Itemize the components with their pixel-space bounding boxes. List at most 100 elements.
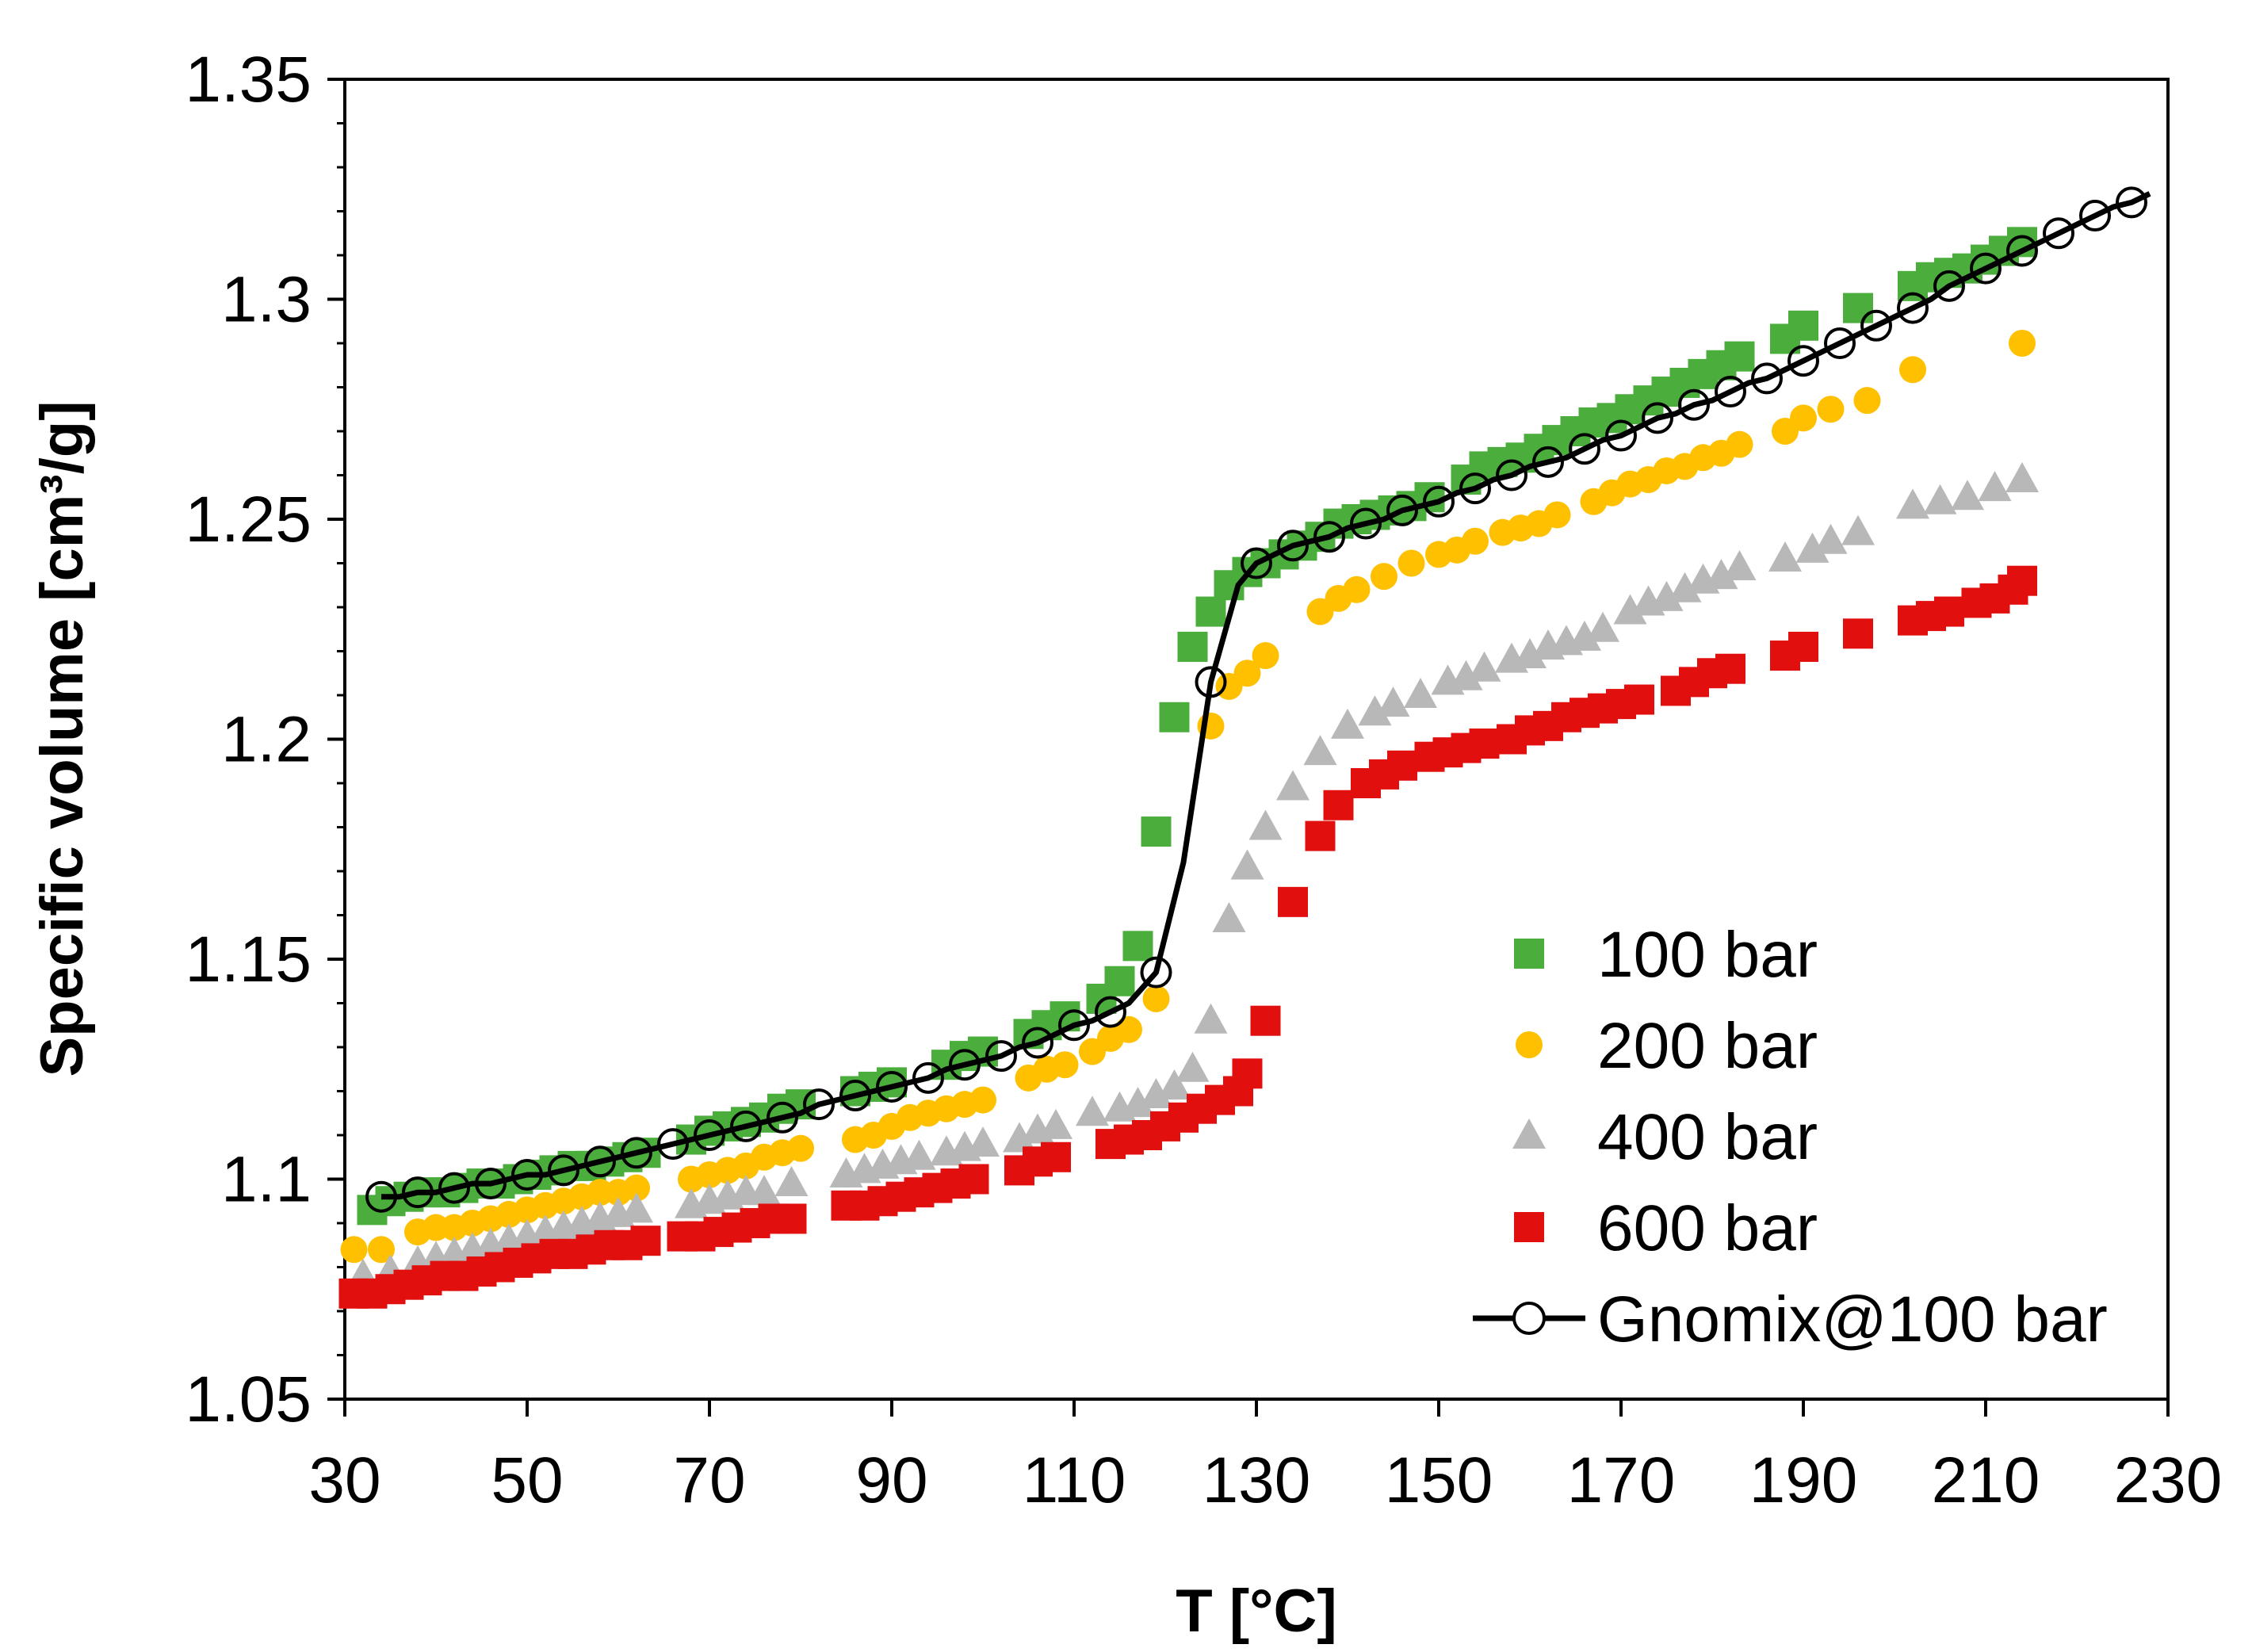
data-point bbox=[1277, 530, 1309, 562]
data-point bbox=[1350, 507, 1382, 540]
data-point bbox=[1305, 820, 1336, 851]
x-tick-label: 30 bbox=[308, 1444, 380, 1516]
data-point bbox=[958, 1164, 989, 1195]
data-point bbox=[985, 1040, 1017, 1073]
data-point bbox=[902, 1139, 936, 1170]
data-point bbox=[1104, 966, 1135, 996]
data-point bbox=[1970, 252, 2002, 285]
data-point bbox=[1704, 559, 1738, 590]
data-point bbox=[1724, 341, 1755, 372]
data-point bbox=[730, 1110, 762, 1142]
data-point bbox=[1459, 472, 1491, 505]
legend-label: 100 bar bbox=[1597, 919, 1818, 991]
data-point bbox=[1212, 902, 1246, 933]
data-point bbox=[1824, 327, 1856, 359]
x-tick-label: 210 bbox=[1932, 1444, 2040, 1516]
data-point bbox=[1076, 1096, 1109, 1126]
data-point bbox=[1795, 532, 1830, 563]
data-point bbox=[1923, 484, 1957, 514]
series-layer bbox=[338, 186, 2151, 1309]
data-point bbox=[1250, 1005, 1281, 1036]
series-line bbox=[381, 191, 2151, 1200]
data-point bbox=[1248, 809, 1283, 840]
data-point bbox=[1543, 501, 1571, 529]
data-point bbox=[1051, 1051, 1079, 1079]
data-point bbox=[1039, 1108, 1072, 1139]
data-point bbox=[1624, 684, 1654, 715]
legend-item: 200 bar bbox=[1516, 1010, 1818, 1082]
data-point bbox=[1568, 620, 1601, 651]
data-point bbox=[1058, 1009, 1090, 1042]
data-point bbox=[1843, 293, 1873, 323]
y-tick-label: 1.35 bbox=[185, 44, 312, 116]
data-point bbox=[1668, 572, 1702, 602]
data-point bbox=[368, 1236, 395, 1264]
data-point bbox=[949, 1049, 981, 1081]
legend-marker bbox=[1514, 939, 1544, 969]
legend-label: Gnomix@100 bar bbox=[1597, 1283, 2108, 1356]
data-point bbox=[1276, 770, 1310, 801]
data-point bbox=[1139, 1078, 1173, 1109]
data-point bbox=[1790, 404, 1817, 432]
x-tick-label: 70 bbox=[673, 1444, 745, 1516]
data-point bbox=[1853, 387, 1881, 415]
data-point bbox=[1896, 488, 1929, 519]
legend-label: 600 bar bbox=[1597, 1192, 1818, 1264]
data-point bbox=[438, 1172, 470, 1204]
data-point bbox=[694, 1119, 725, 1151]
data-point bbox=[1897, 292, 1929, 324]
data-point bbox=[1387, 750, 1417, 781]
data-point bbox=[1642, 402, 1673, 434]
series-200-bar bbox=[340, 330, 2036, 1264]
series-gnomix-100-bar bbox=[365, 186, 2151, 1213]
x-axis-title: T [°C] bbox=[1176, 1577, 1336, 1645]
data-point bbox=[1241, 547, 1272, 579]
data-point bbox=[623, 1174, 650, 1202]
data-point bbox=[1899, 356, 1926, 384]
data-point bbox=[1159, 702, 1190, 732]
data-point bbox=[912, 1061, 944, 1094]
data-point bbox=[969, 1086, 996, 1114]
data-point bbox=[966, 1126, 1000, 1157]
x-tick-label: 50 bbox=[491, 1444, 563, 1516]
legend-item: 400 bar bbox=[1512, 1101, 1818, 1173]
x-tick-label: 190 bbox=[1749, 1444, 1858, 1516]
data-point bbox=[1934, 596, 1964, 627]
data-point bbox=[1095, 996, 1126, 1028]
x-axis: 30 50 70 90 110 130 150 170 190 210 230 bbox=[308, 1399, 2222, 1516]
data-point bbox=[1195, 596, 1226, 627]
data-point bbox=[1142, 985, 1170, 1012]
data-point bbox=[1788, 310, 1818, 341]
data-point bbox=[747, 1175, 781, 1206]
data-point bbox=[584, 1145, 616, 1178]
data-point bbox=[2006, 235, 2038, 267]
data-point bbox=[630, 1226, 661, 1256]
data-point bbox=[2005, 462, 2039, 493]
data-point bbox=[1303, 735, 1337, 766]
data-point bbox=[1951, 480, 1984, 511]
data-point bbox=[2043, 217, 2074, 250]
y-tick-label: 1.3 bbox=[221, 264, 312, 336]
data-point bbox=[1278, 886, 1308, 917]
data-point bbox=[787, 1134, 814, 1162]
data-point bbox=[402, 1176, 434, 1209]
legend-marker bbox=[1512, 1119, 1546, 1149]
data-point bbox=[1788, 631, 1818, 662]
data-point bbox=[340, 1236, 368, 1264]
data-point bbox=[767, 1101, 798, 1134]
data-point bbox=[1787, 345, 1819, 377]
data-point bbox=[1177, 631, 1208, 662]
y-tick-label: 1.1 bbox=[221, 1144, 312, 1216]
data-point bbox=[1860, 309, 1892, 342]
data-point bbox=[1722, 550, 1757, 581]
data-point bbox=[1469, 728, 1500, 759]
data-point bbox=[620, 1192, 653, 1223]
data-point bbox=[1768, 541, 1802, 572]
data-point bbox=[1386, 494, 1418, 526]
data-point bbox=[657, 1128, 689, 1161]
data-point bbox=[2007, 565, 2037, 596]
x-tick-label: 170 bbox=[1567, 1444, 1676, 1516]
data-point bbox=[1817, 396, 1845, 423]
legend-marker bbox=[1514, 1212, 1544, 1242]
data-point bbox=[1041, 1141, 1071, 1172]
